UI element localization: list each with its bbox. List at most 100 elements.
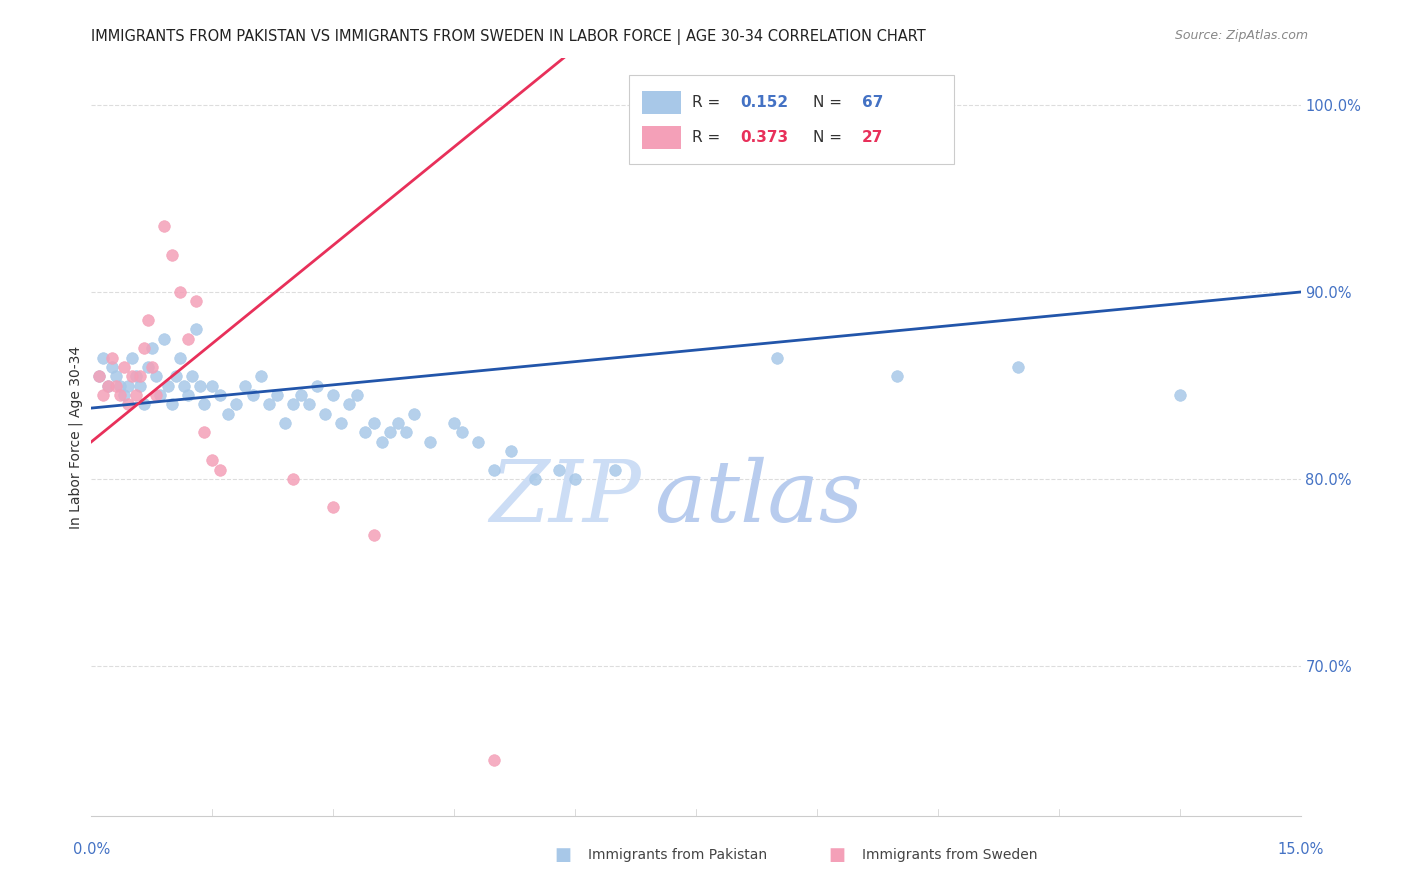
Point bbox=[188, 378, 211, 392]
Point bbox=[132, 397, 155, 411]
Point bbox=[89, 369, 111, 384]
Point bbox=[177, 332, 200, 346]
Point bbox=[104, 378, 127, 392]
Point bbox=[117, 378, 139, 392]
Point bbox=[281, 472, 304, 486]
Text: atlas: atlas bbox=[654, 457, 863, 539]
Point bbox=[209, 463, 232, 477]
Point bbox=[145, 369, 167, 384]
Y-axis label: In Labor Force | Age 30-34: In Labor Force | Age 30-34 bbox=[69, 345, 83, 529]
Point bbox=[160, 397, 183, 411]
Point bbox=[186, 322, 208, 336]
Point bbox=[141, 341, 163, 355]
Point bbox=[281, 397, 304, 411]
Text: 15.0%: 15.0% bbox=[1278, 842, 1323, 856]
Point bbox=[395, 425, 418, 440]
Point bbox=[314, 407, 336, 421]
Point bbox=[217, 407, 239, 421]
Point bbox=[177, 388, 200, 402]
Point bbox=[181, 369, 204, 384]
Point bbox=[108, 388, 131, 402]
Point bbox=[233, 378, 256, 392]
Text: 0.0%: 0.0% bbox=[73, 842, 110, 856]
Point bbox=[1007, 359, 1029, 374]
Point bbox=[112, 359, 135, 374]
Point bbox=[307, 378, 329, 392]
Point bbox=[337, 397, 360, 411]
Point bbox=[186, 294, 208, 309]
Point bbox=[363, 416, 385, 430]
Point bbox=[387, 416, 409, 430]
Text: Immigrants from Sweden: Immigrants from Sweden bbox=[862, 847, 1038, 862]
Point bbox=[419, 434, 441, 449]
Point bbox=[290, 388, 312, 402]
Text: R =: R = bbox=[692, 130, 725, 145]
Point bbox=[484, 463, 506, 477]
Point bbox=[125, 388, 148, 402]
Point bbox=[378, 425, 401, 440]
Point bbox=[765, 351, 787, 365]
Point bbox=[108, 378, 131, 392]
Point bbox=[346, 388, 368, 402]
Point bbox=[89, 369, 111, 384]
Point bbox=[564, 472, 586, 486]
Point bbox=[548, 463, 571, 477]
Point bbox=[209, 388, 232, 402]
Point bbox=[132, 341, 155, 355]
Point bbox=[128, 369, 150, 384]
Point bbox=[165, 369, 187, 384]
Point bbox=[169, 351, 191, 365]
Text: 0.373: 0.373 bbox=[741, 130, 789, 145]
Point bbox=[100, 359, 122, 374]
Point bbox=[605, 463, 627, 477]
Point bbox=[257, 397, 280, 411]
Point bbox=[322, 388, 344, 402]
Point bbox=[104, 369, 127, 384]
Point bbox=[354, 425, 377, 440]
Point bbox=[201, 453, 224, 467]
Point bbox=[484, 753, 506, 767]
Point bbox=[96, 378, 118, 392]
Text: ■: ■ bbox=[828, 846, 845, 863]
Point bbox=[451, 425, 474, 440]
Point bbox=[153, 332, 176, 346]
Point bbox=[141, 359, 163, 374]
Point bbox=[370, 434, 392, 449]
Point bbox=[402, 407, 425, 421]
Text: N =: N = bbox=[813, 95, 848, 111]
Point bbox=[100, 351, 122, 365]
Point bbox=[121, 351, 143, 365]
Point bbox=[330, 416, 353, 430]
Point bbox=[125, 369, 148, 384]
Point bbox=[266, 388, 288, 402]
Text: R =: R = bbox=[692, 95, 725, 111]
Point bbox=[523, 472, 546, 486]
Point bbox=[93, 388, 115, 402]
Point bbox=[242, 388, 264, 402]
Point bbox=[499, 444, 522, 458]
Point bbox=[225, 397, 247, 411]
Text: ■: ■ bbox=[554, 846, 571, 863]
Point bbox=[467, 434, 489, 449]
Point bbox=[160, 247, 183, 261]
Point bbox=[112, 388, 135, 402]
Point bbox=[96, 378, 118, 392]
Text: 27: 27 bbox=[862, 130, 883, 145]
Point bbox=[193, 397, 215, 411]
Point bbox=[93, 351, 115, 365]
Point bbox=[1168, 388, 1191, 402]
Point bbox=[136, 359, 159, 374]
Point bbox=[249, 369, 271, 384]
Point bbox=[169, 285, 191, 299]
Point bbox=[298, 397, 321, 411]
FancyBboxPatch shape bbox=[641, 91, 682, 114]
Point bbox=[121, 369, 143, 384]
Text: N =: N = bbox=[813, 130, 848, 145]
Text: 67: 67 bbox=[862, 95, 883, 111]
Point bbox=[322, 500, 344, 515]
Point bbox=[128, 378, 150, 392]
Point bbox=[153, 219, 176, 234]
Text: Source: ZipAtlas.com: Source: ZipAtlas.com bbox=[1174, 29, 1308, 42]
Text: IMMIGRANTS FROM PAKISTAN VS IMMIGRANTS FROM SWEDEN IN LABOR FORCE | AGE 30-34 CO: IMMIGRANTS FROM PAKISTAN VS IMMIGRANTS F… bbox=[91, 29, 927, 45]
Point bbox=[149, 388, 172, 402]
